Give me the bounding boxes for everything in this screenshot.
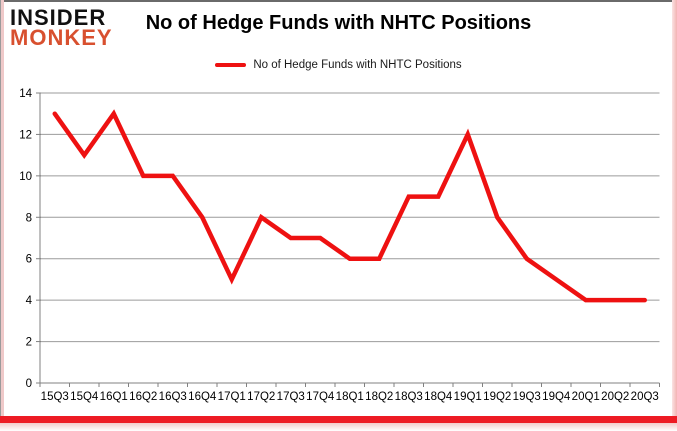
bottom-shadow xyxy=(0,423,677,431)
logo-text-insider: INSIDER xyxy=(10,5,107,30)
y-tick-label: 12 xyxy=(19,129,32,141)
y-tick-label: 14 xyxy=(19,88,32,100)
bottom-red-bar xyxy=(0,416,677,423)
x-tick-label: 19Q1 xyxy=(454,391,482,403)
x-tick-label: 15Q3 xyxy=(41,391,69,403)
window-border-left xyxy=(0,0,4,423)
x-tick-label: 20Q3 xyxy=(631,391,659,403)
logo-text-monkey: MONKEY xyxy=(10,25,113,50)
x-tick-label: 17Q4 xyxy=(306,391,335,403)
x-tick-label: 18Q2 xyxy=(365,391,393,403)
chart-legend: No of Hedge Funds with NHTC Positions xyxy=(0,59,677,71)
legend-label: No of Hedge Funds with NHTC Positions xyxy=(253,59,462,71)
legend-line-swatch xyxy=(215,63,247,67)
data-series-line xyxy=(52,109,647,303)
y-tick-label: 10 xyxy=(19,171,32,183)
x-tick-label: 20Q2 xyxy=(601,391,629,403)
x-tick-label: 16Q1 xyxy=(100,391,128,403)
x-tick-label: 15Q4 xyxy=(70,391,99,403)
x-tick-label: 17Q1 xyxy=(218,391,246,403)
insider-monkey-logo: INSIDER MONKEY xyxy=(10,7,113,49)
y-tick-label: 4 xyxy=(26,295,33,307)
x-tick-label: 19Q2 xyxy=(483,391,511,403)
window-border-right xyxy=(672,0,677,423)
window-border-top xyxy=(0,0,677,2)
y-tick-label: 2 xyxy=(26,337,32,349)
x-tick-label: 20Q1 xyxy=(572,391,600,403)
x-tick-label: 18Q1 xyxy=(336,391,364,403)
x-tick-label: 19Q3 xyxy=(513,391,541,403)
x-tick-label: 17Q2 xyxy=(247,391,275,403)
x-tick-label: 18Q4 xyxy=(424,391,453,403)
x-tick-label: 16Q3 xyxy=(159,391,187,403)
x-tick-label: 17Q3 xyxy=(277,391,305,403)
chart-title: No of Hedge Funds with NHTC Positions xyxy=(145,12,532,34)
y-tick-label: 6 xyxy=(26,254,32,266)
x-tick-label: 16Q2 xyxy=(129,391,157,403)
x-tick-label: 19Q4 xyxy=(542,391,571,403)
y-tick-label: 8 xyxy=(26,212,32,224)
x-tick-label: 16Q4 xyxy=(188,391,217,403)
y-tick-label: 0 xyxy=(26,378,32,390)
x-tick-label: 18Q3 xyxy=(395,391,423,403)
